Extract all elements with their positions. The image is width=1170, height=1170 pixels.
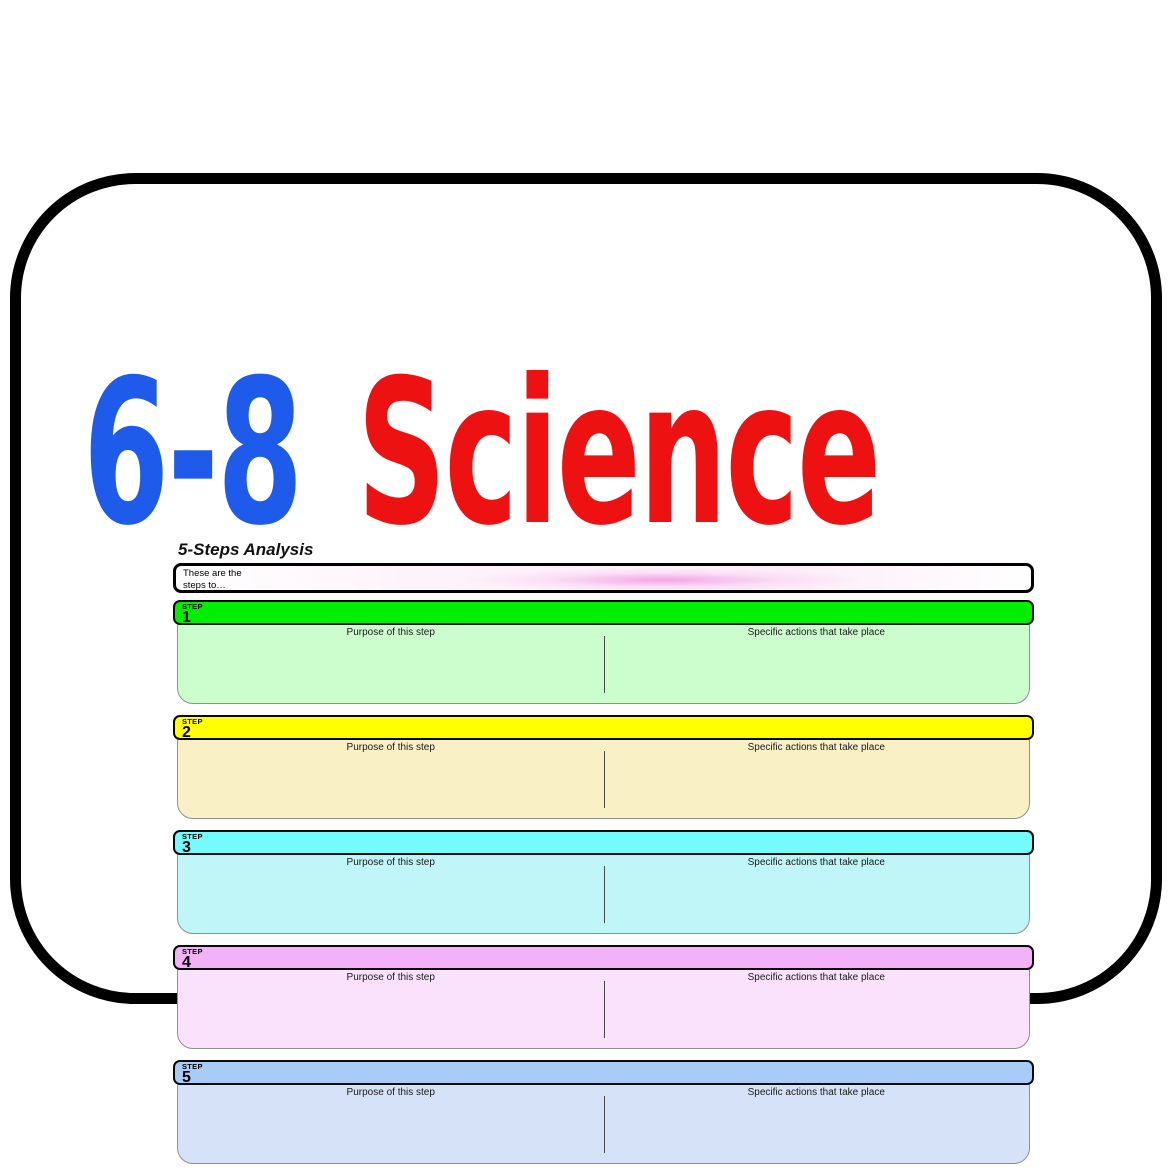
step-4-header: STEP 4 [173, 945, 1034, 970]
purpose-column-label: Purpose of this step [346, 1087, 435, 1098]
step-number: 3 [182, 838, 191, 856]
purpose-column-label: Purpose of this step [346, 857, 435, 868]
column-divider [604, 1096, 605, 1153]
step-word-label: STEP [182, 1062, 203, 1071]
grade-band-title: 6-8 [83, 337, 303, 570]
organizer-subtitle: 5-Steps Analysis [178, 540, 314, 559]
step-number: 5 [182, 1068, 191, 1086]
step-5-body: Purpose of this step Specific actions th… [177, 1083, 1030, 1164]
step-word-label: STEP [182, 832, 203, 841]
purpose-column-label: Purpose of this step [346, 742, 435, 753]
step-number: 4 [182, 953, 191, 971]
step-word-label: STEP [182, 602, 203, 611]
step-4-body: Purpose of this step Specific actions th… [177, 968, 1030, 1049]
step-number: 2 [182, 723, 191, 741]
actions-column-label: Specific actions that take place [747, 1087, 885, 1098]
step-section-4: STEP 4 Purpose of this step Specific act… [173, 945, 1034, 1049]
step-5-header: STEP 5 [173, 1060, 1034, 1085]
step-3-body: Purpose of this step Specific actions th… [177, 853, 1030, 934]
column-divider [604, 981, 605, 1038]
subject-title: Science [357, 337, 881, 570]
actions-column-label: Specific actions that take place [747, 742, 885, 753]
column-divider [604, 751, 605, 808]
step-section-3: STEP 3 Purpose of this step Specific act… [173, 830, 1034, 934]
intro-line-1: These are the [183, 568, 242, 579]
step-1-header: STEP 1 [173, 600, 1034, 625]
step-3-header: STEP 3 [173, 830, 1034, 855]
step-section-5: STEP 5 Purpose of this step Specific act… [173, 1060, 1034, 1164]
steps-list: STEP 1 Purpose of this step Specific act… [173, 600, 1034, 1170]
actions-column-label: Specific actions that take place [747, 972, 885, 983]
actions-column-label: Specific actions that take place [747, 627, 885, 638]
step-section-2: STEP 2 Purpose of this step Specific act… [173, 715, 1034, 819]
column-divider [604, 636, 605, 693]
step-word-label: STEP [182, 947, 203, 956]
intro-line-2: steps to… [183, 580, 226, 592]
actions-column-label: Specific actions that take place [747, 857, 885, 868]
step-2-header: STEP 2 [173, 715, 1034, 740]
column-divider [604, 866, 605, 923]
purpose-column-label: Purpose of this step [346, 972, 435, 983]
step-1-body: Purpose of this step Specific actions th… [177, 623, 1030, 704]
step-word-label: STEP [182, 717, 203, 726]
intro-box: These are the steps to… [173, 563, 1034, 593]
step-section-1: STEP 1 Purpose of this step Specific act… [173, 600, 1034, 704]
worksheet-card: 6-8 Science 5-Steps Analysis These are t… [10, 173, 1162, 1164]
step-number: 1 [182, 608, 191, 626]
step-2-body: Purpose of this step Specific actions th… [177, 738, 1030, 819]
purpose-column-label: Purpose of this step [346, 627, 435, 638]
